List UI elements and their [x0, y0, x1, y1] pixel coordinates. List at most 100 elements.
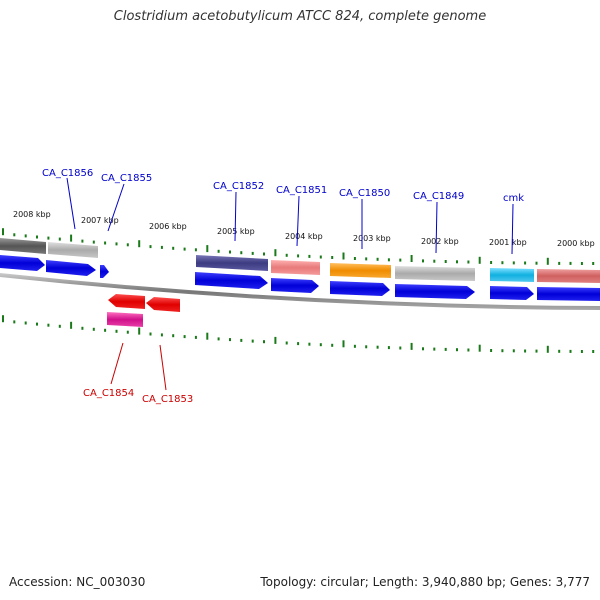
- cds-arrow-reverse[interactable]: [108, 294, 145, 309]
- minor-tick: [524, 349, 527, 353]
- minor-tick: [251, 339, 254, 343]
- minor-tick: [92, 240, 95, 244]
- cds-arrow-forward[interactable]: [537, 287, 600, 301]
- minor-tick: [444, 347, 447, 351]
- minor-tick: [172, 334, 175, 338]
- feature-bar[interactable]: [0, 238, 46, 254]
- minor-tick: [47, 236, 50, 240]
- minor-tick: [433, 259, 436, 263]
- minor-tick: [13, 233, 16, 237]
- leader-ca-c1856: [66, 177, 76, 230]
- outer-tick-row: [2, 228, 595, 265]
- cds-arrow-forward[interactable]: [100, 265, 109, 278]
- major-tick: [342, 252, 345, 260]
- cds-arrow-forward[interactable]: [490, 286, 534, 300]
- minor-tick: [580, 262, 583, 265]
- tick-labels: 2008 kbp 2007 kbp 2006 kbp 2005 kbp 2004…: [13, 210, 595, 248]
- minor-tick: [580, 350, 583, 353]
- minor-tick: [240, 251, 243, 255]
- feature-bar[interactable]: [271, 260, 320, 275]
- cds-arrow-forward[interactable]: [271, 278, 319, 293]
- major-tick: [410, 342, 413, 350]
- minor-tick: [104, 241, 107, 245]
- minor-tick: [13, 320, 16, 324]
- minor-tick: [58, 324, 61, 328]
- minor-tick: [399, 258, 402, 262]
- cds-forward-track: [0, 255, 600, 301]
- major-tick: [138, 240, 141, 248]
- cds-arrow-forward[interactable]: [395, 284, 475, 299]
- minor-tick: [399, 346, 402, 350]
- minor-tick: [183, 247, 186, 251]
- leader-cmk: [511, 203, 514, 255]
- gene-label-ca-c1855[interactable]: CA_C1855: [101, 173, 152, 184]
- gene-label-ca-c1851[interactable]: CA_C1851: [276, 185, 327, 196]
- feature-bar[interactable]: [490, 268, 534, 282]
- minor-tick: [36, 322, 38, 326]
- minor-tick: [376, 345, 379, 349]
- minor-tick: [160, 333, 163, 337]
- feature-bar[interactable]: [330, 263, 391, 278]
- minor-tick: [229, 338, 231, 342]
- cds-arrow-forward[interactable]: [0, 255, 45, 271]
- genome-summary-text: Topology: circular; Length: 3,940,880 bp…: [260, 575, 590, 589]
- minor-tick: [490, 349, 493, 352]
- major-tick: [206, 332, 209, 340]
- minor-tick: [444, 260, 447, 263]
- feature-bar[interactable]: [48, 242, 98, 258]
- minor-tick: [115, 242, 118, 246]
- minor-tick: [149, 332, 152, 336]
- feature-bar[interactable]: [395, 266, 475, 281]
- major-tick: [274, 336, 277, 344]
- tick-label-2002: 2002 kbp: [421, 237, 459, 246]
- minor-tick: [592, 350, 595, 353]
- map-title: Clostridium acetobutylicum ATCC 824, com…: [113, 9, 487, 24]
- cds-reverse-track: [108, 294, 180, 312]
- major-tick: [478, 344, 481, 352]
- minor-tick: [376, 257, 379, 261]
- minor-tick: [319, 343, 322, 347]
- minor-tick: [251, 251, 254, 255]
- minor-tick: [160, 245, 163, 249]
- gene-label-ca-c1850[interactable]: CA_C1850: [339, 188, 390, 199]
- major-tick: [478, 256, 481, 264]
- minor-tick: [36, 235, 38, 239]
- gene-label-ca-c1849[interactable]: CA_C1849: [413, 191, 464, 202]
- minor-tick: [217, 337, 220, 341]
- gene-label-ca-c1853[interactable]: CA_C1853: [142, 394, 193, 405]
- genome-backbone: [0, 273, 600, 310]
- minor-tick: [217, 249, 220, 253]
- tick-label-2006: 2006 kbp: [149, 222, 187, 231]
- minor-tick: [24, 234, 27, 238]
- major-tick: [138, 327, 141, 335]
- major-tick: [410, 255, 413, 262]
- cds-arrow-forward[interactable]: [46, 260, 96, 276]
- gene-label-cmk[interactable]: cmk: [503, 193, 524, 204]
- minor-tick: [501, 349, 504, 353]
- cds-arrow-forward[interactable]: [195, 272, 268, 289]
- feature-bar[interactable]: [107, 312, 143, 327]
- minor-tick: [558, 349, 561, 353]
- cds-arrow-reverse[interactable]: [146, 297, 180, 312]
- tick-label-2003: 2003 kbp: [353, 234, 391, 243]
- major-tick: [206, 245, 209, 253]
- tick-label-2004: 2004 kbp: [285, 232, 323, 241]
- gene-labels: CA_C1856 CA_C1855 CA_C1852 CA_C1851 CA_C…: [42, 168, 524, 405]
- minor-tick: [194, 335, 197, 339]
- minor-tick: [263, 252, 265, 256]
- minor-tick: [365, 257, 368, 261]
- gene-label-ca-c1852[interactable]: CA_C1852: [213, 181, 264, 192]
- minor-tick: [297, 254, 300, 258]
- cds-arrow-forward[interactable]: [330, 281, 390, 296]
- gene-label-ca-c1854[interactable]: CA_C1854: [83, 388, 134, 399]
- minor-tick: [285, 253, 288, 257]
- major-tick: [70, 321, 73, 329]
- minor-tick: [422, 259, 424, 263]
- feature-bar[interactable]: [196, 255, 268, 271]
- minor-tick: [512, 349, 515, 353]
- gene-label-ca-c1856[interactable]: CA_C1856: [42, 168, 93, 179]
- feature-bar[interactable]: [537, 269, 600, 283]
- minor-tick: [501, 261, 504, 265]
- minor-tick: [172, 246, 175, 250]
- minor-tick: [387, 346, 390, 350]
